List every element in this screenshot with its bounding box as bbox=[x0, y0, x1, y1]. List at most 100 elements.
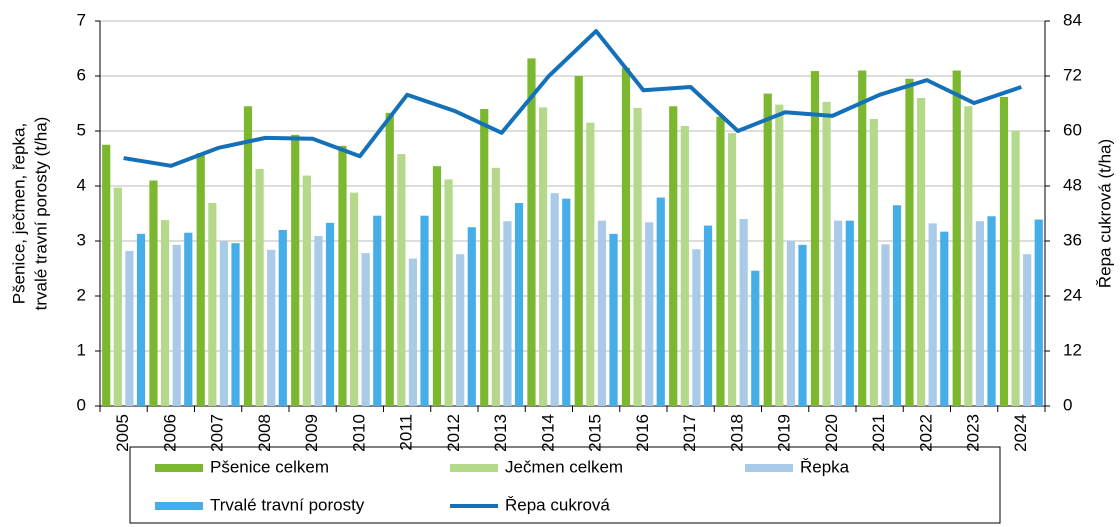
bar bbox=[597, 220, 607, 406]
bar bbox=[716, 116, 725, 406]
bar bbox=[149, 180, 158, 406]
x-tick-label: 2006 bbox=[160, 414, 179, 452]
y-tick-label: 6 bbox=[77, 65, 86, 84]
bar bbox=[858, 70, 867, 406]
bar bbox=[633, 107, 642, 407]
bar bbox=[503, 221, 512, 406]
y2-tick-label: 12 bbox=[1063, 340, 1082, 359]
x-tick-label: 2023 bbox=[964, 414, 983, 452]
y2-tick-label: 84 bbox=[1063, 10, 1082, 29]
y-tick-label: 3 bbox=[77, 230, 86, 249]
bar bbox=[881, 244, 890, 406]
bar bbox=[196, 153, 205, 406]
bar bbox=[456, 254, 465, 406]
bar bbox=[550, 193, 559, 406]
bar bbox=[869, 118, 878, 407]
y-tick-label: 2 bbox=[77, 285, 86, 304]
bar bbox=[480, 109, 489, 406]
bar bbox=[786, 240, 796, 406]
bar bbox=[656, 197, 665, 406]
bar bbox=[349, 192, 359, 406]
y-axis-label: trvalé travní porosty (t/ha) bbox=[31, 117, 50, 311]
y-tick-label: 4 bbox=[77, 175, 86, 194]
y2-tick-label: 24 bbox=[1063, 285, 1082, 304]
x-tick-label: 2017 bbox=[680, 414, 699, 452]
bar bbox=[172, 244, 181, 406]
legend-label: Pšenice celkem bbox=[210, 457, 329, 476]
x-tick-label: 2022 bbox=[916, 414, 935, 452]
x-tick-label: 2012 bbox=[444, 414, 463, 452]
bar bbox=[314, 236, 323, 406]
bar bbox=[645, 222, 654, 406]
y-tick-label: 1 bbox=[77, 340, 86, 359]
y-tick-label: 5 bbox=[77, 120, 86, 139]
bar bbox=[952, 70, 961, 406]
bar bbox=[810, 71, 820, 407]
bar bbox=[562, 198, 571, 406]
bar bbox=[798, 244, 807, 406]
bar bbox=[763, 93, 772, 406]
bar bbox=[267, 249, 276, 406]
bar bbox=[609, 233, 618, 406]
bar bbox=[444, 179, 453, 406]
x-tick-label: 2013 bbox=[491, 414, 510, 452]
legend-label: Ječmen celkem bbox=[505, 457, 623, 476]
bar bbox=[999, 96, 1009, 407]
legend-swatch bbox=[155, 464, 203, 472]
bar bbox=[928, 223, 937, 406]
bar bbox=[845, 220, 854, 406]
bar bbox=[432, 166, 442, 406]
legend-swatch bbox=[155, 502, 203, 510]
x-tick-label: 2011 bbox=[397, 414, 416, 451]
bar bbox=[184, 232, 193, 406]
bar bbox=[905, 78, 914, 406]
bar bbox=[1034, 219, 1043, 406]
bar bbox=[160, 220, 170, 406]
y2-tick-label: 36 bbox=[1063, 230, 1082, 249]
y-tick-label: 0 bbox=[77, 395, 86, 414]
bar bbox=[1023, 254, 1032, 406]
bar bbox=[125, 250, 134, 406]
bar bbox=[822, 101, 831, 406]
y2-tick-label: 72 bbox=[1063, 65, 1082, 84]
x-tick-label: 2014 bbox=[538, 414, 557, 452]
bar bbox=[373, 215, 382, 406]
legend-box bbox=[129, 446, 1001, 524]
bar bbox=[113, 187, 122, 406]
bar bbox=[102, 144, 111, 406]
x-tick-label: 2019 bbox=[775, 414, 794, 452]
bar bbox=[586, 122, 595, 406]
x-tick-label: 2008 bbox=[255, 414, 274, 452]
bar bbox=[727, 133, 737, 406]
bar bbox=[243, 106, 253, 406]
bar bbox=[136, 233, 146, 406]
x-tick-label: 2024 bbox=[1011, 414, 1030, 452]
bar bbox=[916, 98, 926, 406]
bar bbox=[892, 205, 902, 406]
legend-label: Řepa cukrová bbox=[505, 495, 610, 514]
bar bbox=[703, 225, 713, 406]
x-tick-label: 2010 bbox=[349, 414, 368, 452]
bar bbox=[420, 215, 429, 406]
bar bbox=[385, 112, 394, 406]
x-tick-label: 2020 bbox=[822, 414, 841, 452]
bar bbox=[514, 203, 524, 406]
bar bbox=[408, 258, 418, 406]
bar bbox=[975, 221, 985, 406]
y-axis-label: Pšenice, ječmen, řepka, bbox=[9, 123, 28, 304]
x-tick-label: 2015 bbox=[586, 414, 605, 452]
legend-swatch bbox=[450, 464, 498, 472]
x-tick-label: 2018 bbox=[727, 414, 746, 452]
x-tick-label: 2009 bbox=[302, 414, 321, 452]
y2-axis-label: Řepa cukrová (t/ha) bbox=[1095, 139, 1114, 288]
bar bbox=[538, 107, 548, 406]
bar bbox=[491, 167, 500, 406]
bar bbox=[669, 106, 678, 406]
y2-tick-label: 60 bbox=[1063, 120, 1082, 139]
line bbox=[123, 29, 1023, 168]
bar bbox=[964, 106, 973, 406]
x-tick-label: 2005 bbox=[113, 414, 132, 452]
legend-label: Řepka bbox=[800, 457, 850, 476]
bar bbox=[692, 249, 701, 406]
